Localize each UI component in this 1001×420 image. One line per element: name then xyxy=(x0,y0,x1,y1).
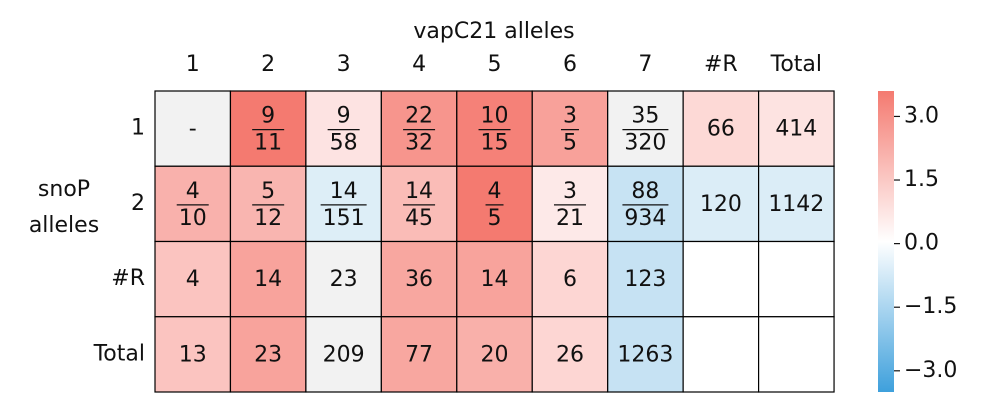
numerator: 4 xyxy=(488,179,502,204)
cell-value: 14 xyxy=(481,267,509,292)
cell xyxy=(380,240,458,318)
numerator: 3 xyxy=(563,179,577,204)
numerator: 22 xyxy=(405,104,433,129)
row-axis-label: alleles xyxy=(29,213,99,238)
cell xyxy=(456,165,533,243)
colorbar-tick-label: 1.5 xyxy=(904,167,939,192)
cell-value: 36 xyxy=(405,267,433,292)
colorbar-tick-label: 0.0 xyxy=(904,231,939,256)
cell-value: 120 xyxy=(700,192,742,217)
cell xyxy=(229,240,307,318)
column-label: 6 xyxy=(563,52,577,77)
column-label: 5 xyxy=(488,52,502,77)
cell xyxy=(154,165,232,243)
cell xyxy=(154,90,232,167)
cell-value: 66 xyxy=(707,117,735,142)
cell xyxy=(154,316,232,393)
row-label: 1 xyxy=(131,116,145,141)
denominator: 10 xyxy=(179,206,207,231)
colorbar-tick-label: −1.5 xyxy=(904,294,957,319)
cell xyxy=(531,240,609,318)
row-label: Total xyxy=(93,341,145,366)
denominator: 11 xyxy=(254,131,282,156)
colorbar-tick-label: 3.0 xyxy=(904,103,939,128)
column-label: 2 xyxy=(261,52,275,77)
denominator: 5 xyxy=(488,206,502,231)
cell-value: 14 xyxy=(254,267,282,292)
denominator: 934 xyxy=(624,206,666,231)
cell-value: 77 xyxy=(405,342,433,367)
cell-value: 4 xyxy=(186,267,200,292)
cell xyxy=(607,316,684,393)
column-label: #R xyxy=(704,52,738,77)
cell xyxy=(607,240,684,318)
numerator: 14 xyxy=(330,179,358,204)
cell-value: 1142 xyxy=(768,192,824,217)
denominator: 12 xyxy=(254,206,282,231)
column-label: 4 xyxy=(412,52,426,77)
denominator: 320 xyxy=(624,131,666,156)
denominator: 15 xyxy=(481,131,509,156)
denominator: 32 xyxy=(405,131,433,156)
cell xyxy=(531,90,609,167)
cell xyxy=(531,165,609,243)
column-label: 3 xyxy=(337,52,351,77)
denominator: 151 xyxy=(323,206,365,231)
cell xyxy=(757,165,835,243)
cell xyxy=(229,90,307,167)
cell xyxy=(682,240,760,318)
cell-value: 123 xyxy=(624,267,666,292)
colorbar xyxy=(878,91,894,392)
numerator: 9 xyxy=(337,104,351,129)
cell xyxy=(380,165,458,243)
row-label: 2 xyxy=(131,191,145,216)
cell-value: - xyxy=(189,117,197,142)
numerator: 14 xyxy=(405,179,433,204)
colorbar-tick-label: −3.0 xyxy=(904,358,957,383)
cell xyxy=(229,165,307,243)
cell-value: 414 xyxy=(775,117,817,142)
cell xyxy=(531,316,609,393)
denominator: 5 xyxy=(563,131,577,156)
row-label: #R xyxy=(111,266,145,291)
cell xyxy=(757,316,835,393)
cell-value: 6 xyxy=(563,267,577,292)
cell xyxy=(154,240,232,318)
cell-value: 23 xyxy=(254,342,282,367)
cell xyxy=(607,90,684,167)
cell-value: 13 xyxy=(179,342,207,367)
numerator: 10 xyxy=(481,104,509,129)
numerator: 35 xyxy=(631,104,659,129)
denominator: 58 xyxy=(330,131,358,156)
cell xyxy=(305,316,382,393)
denominator: 21 xyxy=(556,206,584,231)
numerator: 3 xyxy=(563,104,577,129)
column-label: 7 xyxy=(638,52,652,77)
cell xyxy=(682,90,760,167)
cell xyxy=(682,165,760,243)
cell xyxy=(757,240,835,318)
cell xyxy=(305,165,382,243)
cell-value: 1263 xyxy=(617,342,673,367)
column-label: Total xyxy=(770,52,822,77)
denominator: 45 xyxy=(405,206,433,231)
cell-value: 20 xyxy=(481,342,509,367)
numerator: 5 xyxy=(261,179,275,204)
cell-value: 209 xyxy=(323,342,365,367)
cell xyxy=(682,316,760,393)
numerator: 9 xyxy=(261,104,275,129)
cell xyxy=(607,165,684,243)
numerator: 88 xyxy=(631,179,659,204)
row-axis-label: snoP xyxy=(38,177,90,202)
numerator: 4 xyxy=(186,179,200,204)
cell-value: 26 xyxy=(556,342,584,367)
cell xyxy=(380,90,458,167)
cell-value: 23 xyxy=(330,267,358,292)
column-label: 1 xyxy=(186,52,200,77)
title: vapC21 alleles xyxy=(413,19,574,44)
